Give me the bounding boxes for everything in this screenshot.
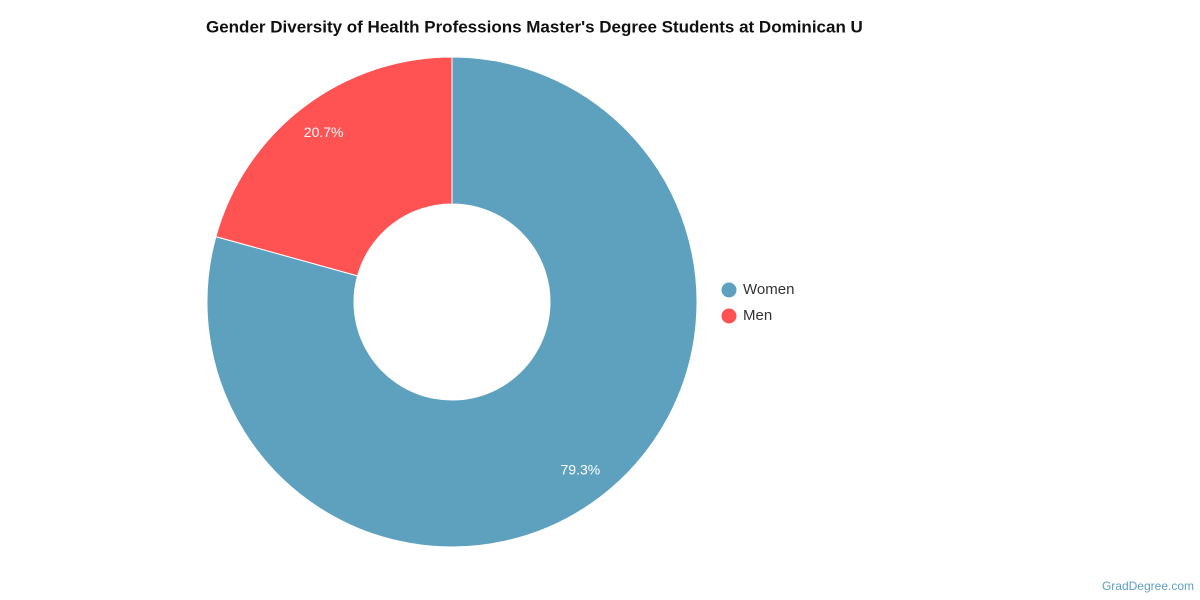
slice [206,56,698,548]
legend-marker [721,308,737,324]
source: GradDegree.com [1102,579,1194,593]
chart-title: Gender Diversity of Health Professions M… [206,17,863,36]
value-label: 79.3% [561,461,601,477]
slice [215,56,453,277]
legend-label: Women [743,281,794,298]
legend-label: Men [743,307,772,324]
value-label: 20.7% [304,124,344,140]
legend-marker [721,282,737,298]
